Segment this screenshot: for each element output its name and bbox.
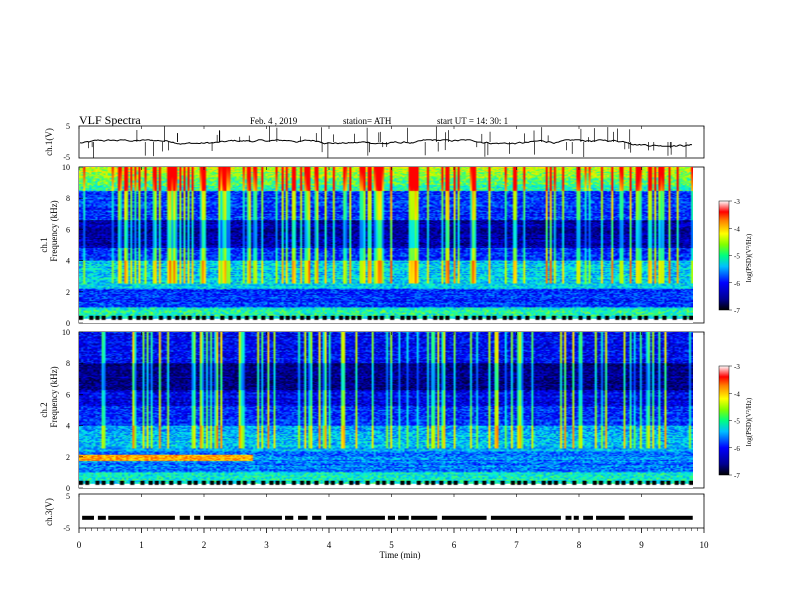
ch3-segment <box>411 515 438 520</box>
ch3-segment <box>441 515 487 520</box>
ch3-segment <box>82 515 94 520</box>
ch3-segment <box>194 515 201 520</box>
ch3-segment <box>490 515 561 520</box>
ch3-segment <box>583 515 593 520</box>
time-axis: 0 1 2 3 4 5 6 7 8 9 10 <box>77 126 709 550</box>
ch3-segment <box>398 515 409 520</box>
time-tick-label: 3 <box>264 540 269 550</box>
time-tick-label: 0 <box>77 540 82 550</box>
ch3-segment <box>179 515 190 520</box>
colorbar-tick-label: -6 <box>734 445 740 453</box>
frequency-tick-label: 2 <box>66 453 70 462</box>
chart-title: VLF Spectra <box>79 113 141 127</box>
ch3-segment <box>326 515 385 520</box>
start-time-label: start UT = 14: 30: 1 <box>437 116 508 126</box>
time-tick-label: 7 <box>514 540 519 550</box>
ch2-frequency-ticks: 0 2 4 6 8 10 <box>62 328 83 493</box>
ch1-colorbar <box>718 200 730 311</box>
ch3-segment <box>387 515 395 520</box>
ch3-segment <box>204 515 242 520</box>
ch3-segment <box>312 515 322 520</box>
ch1-waveform-spikes <box>87 126 687 158</box>
ch1-ylabel: ch.1(V) <box>44 128 54 156</box>
ch1-ytick-bottom: -5 <box>63 153 70 162</box>
ch2-colorbar-label: log(PSD)(V²/Hz) <box>745 397 753 446</box>
ch1-colorbar-ticks: -3 -4 -5 -6 -7 <box>729 198 740 315</box>
ch3-waveform-panel: 5 -5 ch.3(V) <box>44 492 705 533</box>
ch3-segment <box>285 515 294 520</box>
frequency-tick-label: 10 <box>62 163 70 172</box>
colorbar-tick-label: -3 <box>734 198 740 206</box>
colorbar-tick-label: -5 <box>734 418 740 426</box>
frequency-tick-label: 0 <box>66 484 70 493</box>
ch3-ylabel: ch.3(V) <box>44 498 54 526</box>
ch3-segment <box>97 515 106 520</box>
ch3-ytick-bottom: -5 <box>63 524 70 533</box>
date-label: Feb. 4 , 2019 <box>250 116 298 126</box>
ch1-spectrogram-image <box>79 167 693 323</box>
ch3-segment <box>596 515 625 520</box>
ch3-waveform-trace <box>82 515 693 520</box>
frequency-tick-label: 6 <box>66 225 70 234</box>
ch2-frequency-ylabel: Frequency (kHz) <box>49 366 59 427</box>
ch1-colorbar-label: log(PSD)(V²/Hz) <box>745 233 753 282</box>
ch1-spectrogram-channel: ch.1 <box>39 237 49 252</box>
ch1-frequency-ticks: 0 2 4 6 8 10 <box>62 163 83 328</box>
frequency-tick-label: 8 <box>66 194 70 203</box>
frequency-tick-label: 4 <box>66 257 70 266</box>
ch3-segment <box>573 515 579 520</box>
ch3-segment <box>243 515 282 520</box>
frequency-tick-label: 4 <box>66 422 70 431</box>
ch1-waveform-panel: 5 -5 ch.1(V) <box>44 122 705 162</box>
colorbar-tick-label: -4 <box>734 225 740 233</box>
frequency-tick-label: 6 <box>66 390 70 399</box>
time-tick-label: 5 <box>389 540 394 550</box>
time-tick-label: 2 <box>202 540 207 550</box>
ch1-waveform-trace <box>79 139 693 147</box>
colorbar-tick-label: -3 <box>734 363 740 371</box>
time-tick-label: 1 <box>139 540 144 550</box>
ch1-frequency-ylabel: Frequency (kHz) <box>49 200 59 261</box>
ch2-colorbar <box>718 365 730 476</box>
colorbar-tick-label: -5 <box>734 253 740 261</box>
ch3-segment <box>565 515 572 520</box>
ch3-waveform-frame <box>78 493 705 529</box>
ch3-segment <box>628 515 693 520</box>
ch3-segment <box>108 515 175 520</box>
frequency-tick-label: 2 <box>66 288 70 297</box>
frequency-tick-label: 8 <box>66 359 70 368</box>
time-tick-label: 10 <box>700 540 710 550</box>
ch3-ytick-top: 5 <box>66 492 70 501</box>
colorbar-tick-label: -7 <box>734 472 740 480</box>
station-label: station= ATH <box>343 116 392 126</box>
colorbar-tick-label: -6 <box>734 280 740 288</box>
frequency-tick-label: 0 <box>66 319 70 328</box>
frequency-tick-label: 10 <box>62 328 70 337</box>
ch1-ytick-top: 5 <box>66 122 70 131</box>
ch2-colorbar-ticks: -3 -4 -5 -6 -7 <box>729 363 740 480</box>
time-axis-label: Time (min) <box>380 550 421 560</box>
colorbar-tick-label: -4 <box>734 390 740 398</box>
colorbar-tick-label: -7 <box>734 307 740 315</box>
ch2-spectrogram-channel: ch.2 <box>39 402 49 417</box>
time-tick-label: 6 <box>452 540 457 550</box>
ch3-segment <box>298 515 308 520</box>
time-tick-label: 9 <box>639 540 644 550</box>
time-tick-label: 4 <box>327 540 332 550</box>
ch2-spectrogram-image <box>79 332 693 488</box>
time-tick-label: 8 <box>577 540 582 550</box>
